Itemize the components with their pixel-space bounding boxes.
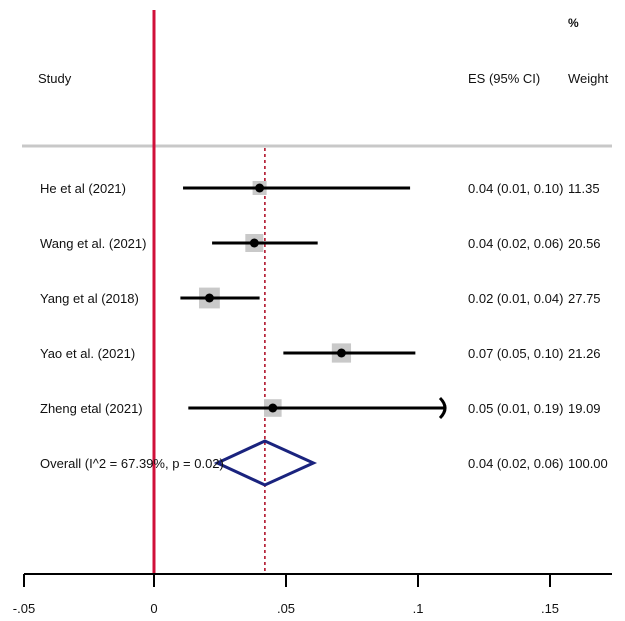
study-label: Yao et al. (2021) [40,346,135,361]
study-weight-text: 11.35 [568,181,600,196]
study-point [204,293,214,303]
study-es-text: 0.04 (0.02, 0.06) [468,236,563,251]
study-weight-text: 27.75 [568,291,601,306]
study-es-text: 0.04 (0.01, 0.10) [468,181,563,196]
overall-weight-text: 100.00 [568,456,608,471]
overall-es-text: 0.04 (0.02, 0.06) [468,456,563,471]
plot-layer [23,10,612,587]
overall-diamond [213,439,318,487]
study-weight-text: 19.09 [568,401,601,416]
study-label: Zheng etal (2021) [40,401,143,416]
study-header: Study [38,71,72,86]
study-es-text: 0.05 (0.01, 0.19) [468,401,563,416]
x-tick-label: -.05 [13,601,35,616]
x-tick-label: .05 [277,601,295,616]
x-tick-label: 0 [150,601,157,616]
overall-label: Overall (I^2 = 67.39%, p = 0.02) [40,456,224,471]
study-es-text: 0.02 (0.01, 0.04) [468,291,563,306]
study-label: Wang et al. (2021) [40,236,146,251]
ci-arrow-icon [438,396,447,420]
study-point [336,348,346,358]
study-label: Yang et al (2018) [40,291,139,306]
study-weight-text: 20.56 [568,236,601,251]
x-tick-label: .15 [541,601,559,616]
study-point [255,183,265,193]
study-es-text: 0.07 (0.05, 0.10) [468,346,563,361]
study-point [268,403,278,413]
weight-unit-header: % [568,16,579,30]
weight-header: Weight [568,71,609,86]
es-header: ES (95% CI) [468,71,540,86]
study-weight-text: 21.26 [568,346,601,361]
study-point [249,238,259,248]
study-label: He et al (2021) [40,181,126,196]
text-layer: He et al (2021) 0.04 (0.01, 0.10) 11.35 Wan… [13,181,608,616]
x-tick-label: .1 [413,601,424,616]
